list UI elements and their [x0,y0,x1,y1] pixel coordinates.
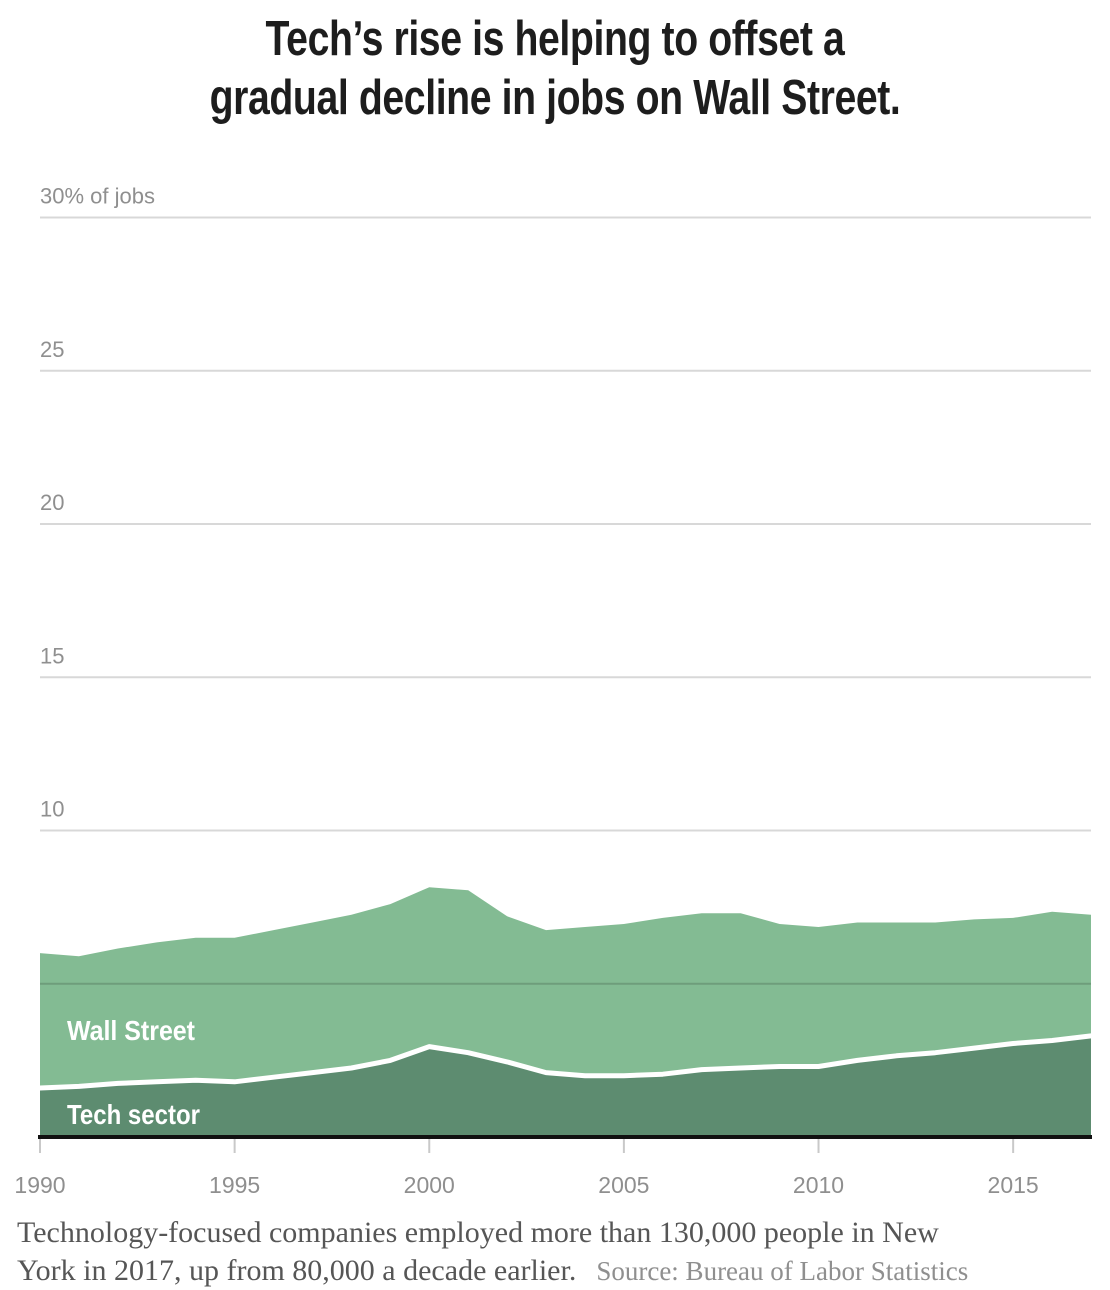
tech-area [40,1035,1091,1137]
gridlines-layer: 30% of jobs 25 20 15 10 [40,184,1091,985]
y-axis-label-25: 25 [40,337,64,362]
x-axis-label-1995: 1995 [209,1172,260,1198]
chart-caption: Technology-focused companies employed mo… [17,1214,1097,1290]
source-credit: Source: Bureau of Labor Statistics [596,1256,969,1286]
x-axis-label-1990: 1990 [14,1172,65,1198]
x-axis-label-2005: 2005 [598,1172,649,1198]
y-axis-label-15: 15 [40,643,64,668]
tech-boundary-line [37,1033,1094,1091]
x-axis-label-2000: 2000 [404,1172,455,1198]
caption-line1: Technology-focused companies employed mo… [17,1214,1097,1252]
tech-sector-area-label: Tech sector [67,1099,200,1130]
caption-text2: York in 2017, up from 80,000 a decade ea… [17,1254,577,1287]
y-axis-label-30: 30% of jobs [40,184,155,209]
x-axis-label-2015: 2015 [988,1172,1039,1198]
caption-text1: Technology-focused companies employed mo… [17,1216,939,1249]
x-axis-label-2010: 2010 [793,1172,844,1198]
caption-line2: York in 2017, up from 80,000 a decade ea… [17,1252,1097,1290]
chart-title: Tech’s rise is helping to offset a gradu… [0,10,1110,128]
y-axis-label-10: 10 [40,797,64,822]
chart-title-line2: gradual decline in jobs on Wall Street. [209,71,901,125]
x-ticks-layer: 1990 1995 2000 2005 2010 2015 [14,1139,1039,1198]
y-axis-label-20: 20 [40,490,64,515]
chart-title-line1: Tech’s rise is helping to offset a [265,12,845,66]
wall-street-area-label: Wall Street [67,1015,195,1046]
